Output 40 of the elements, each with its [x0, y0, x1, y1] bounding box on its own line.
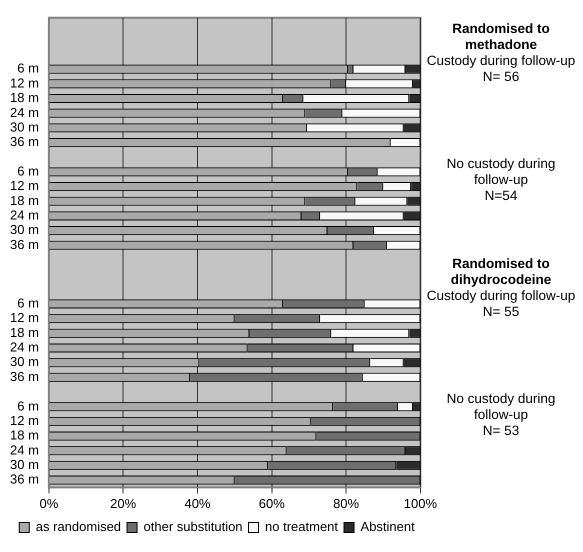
- y-tick-label: 24 m: [10, 442, 39, 458]
- y-tick-label: 6 m: [17, 163, 39, 178]
- text: Randomised to dihydrocodeine: [450, 256, 552, 288]
- y-tick-label: 24 m: [10, 340, 39, 355]
- x-tick-label: 80%: [333, 496, 360, 511]
- y-tick-label: 24 m: [10, 207, 39, 222]
- y-tick-label: 30 m: [10, 119, 39, 134]
- y-tick-label: 36 m: [10, 368, 39, 384]
- x-tick-label: 60%: [258, 496, 286, 511]
- y-tick-label: 36 m: [10, 472, 39, 487]
- text: Custody during follow-up N= 56: [426, 53, 576, 86]
- y-tick-label: 30 m: [10, 222, 39, 238]
- y-tick-label: 12 m: [10, 310, 39, 326]
- y-tick-label: 12 m: [10, 178, 39, 194]
- text: Randomised to methadone: [451, 21, 551, 54]
- y-tick-label: 6 m: [17, 296, 39, 311]
- legend-label: other substitution: [144, 519, 243, 534]
- x-tick-label: 0%: [40, 496, 59, 511]
- y-tick-label: 30 m: [10, 456, 39, 472]
- legend-label: Abstinent: [360, 519, 416, 534]
- x-tick-label: 20%: [110, 496, 137, 511]
- y-tick-label: 30 m: [10, 354, 39, 370]
- y-tick-label: 12 m: [10, 412, 39, 428]
- x-tick-label: 100%: [404, 496, 438, 511]
- legend-label: no treatment: [265, 519, 338, 534]
- text: No custody during follow-up N=54: [446, 156, 556, 204]
- legend-label: as randomised: [36, 519, 122, 534]
- y-tick-label: 36 m: [10, 134, 39, 150]
- y-tick-label: 12 m: [10, 75, 39, 90]
- y-tick-label: 24 m: [10, 104, 39, 120]
- y-tick-label: 18 m: [10, 90, 39, 106]
- y-tick-label: 18 m: [10, 192, 39, 208]
- y-tick-label: 6 m: [17, 398, 39, 414]
- y-tick-label: 18 m: [10, 428, 39, 443]
- y-tick-label: 18 m: [10, 324, 39, 340]
- text: Custody during follow-up N= 55: [426, 288, 576, 320]
- y-tick-label: 6 m: [17, 60, 39, 76]
- text: No custody during follow-up N= 53: [446, 390, 556, 439]
- y-tick-label: 36 m: [10, 236, 39, 252]
- x-tick-label: 40%: [184, 496, 211, 511]
